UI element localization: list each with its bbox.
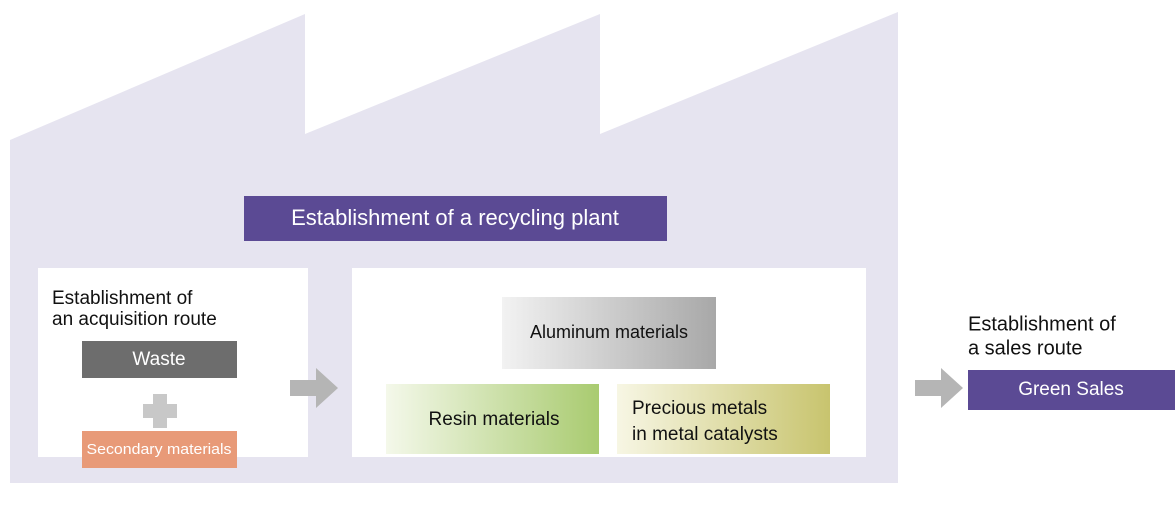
- aluminum-label: Aluminum materials: [530, 322, 688, 342]
- acquisition-heading: Establishment of: [52, 288, 193, 309]
- resin-box: [386, 384, 599, 454]
- plant-title: Establishment of a recycling plant: [291, 205, 619, 230]
- sales-heading: a sales route: [968, 337, 1083, 359]
- precious-box: [617, 384, 830, 454]
- acquisition-heading: an acquisition route: [52, 309, 217, 330]
- secondary-label: Secondary materials: [87, 441, 232, 458]
- waste-box: [82, 341, 237, 378]
- precious-label: in metal catalysts: [632, 424, 778, 445]
- green-sales-box: [968, 370, 1175, 410]
- arrow: [290, 368, 338, 408]
- arrow: [915, 368, 963, 408]
- precious-label: Precious metals: [632, 398, 767, 419]
- title-box: [244, 196, 667, 241]
- secondary-box: [82, 431, 237, 468]
- green-sales-label: Green Sales: [1018, 379, 1124, 400]
- resin-label: Resin materials: [429, 409, 560, 430]
- sales-heading: Establishment of: [968, 313, 1116, 335]
- aluminum-box: [502, 297, 716, 369]
- plus-icon: [143, 394, 177, 428]
- waste-label: Waste: [132, 349, 185, 370]
